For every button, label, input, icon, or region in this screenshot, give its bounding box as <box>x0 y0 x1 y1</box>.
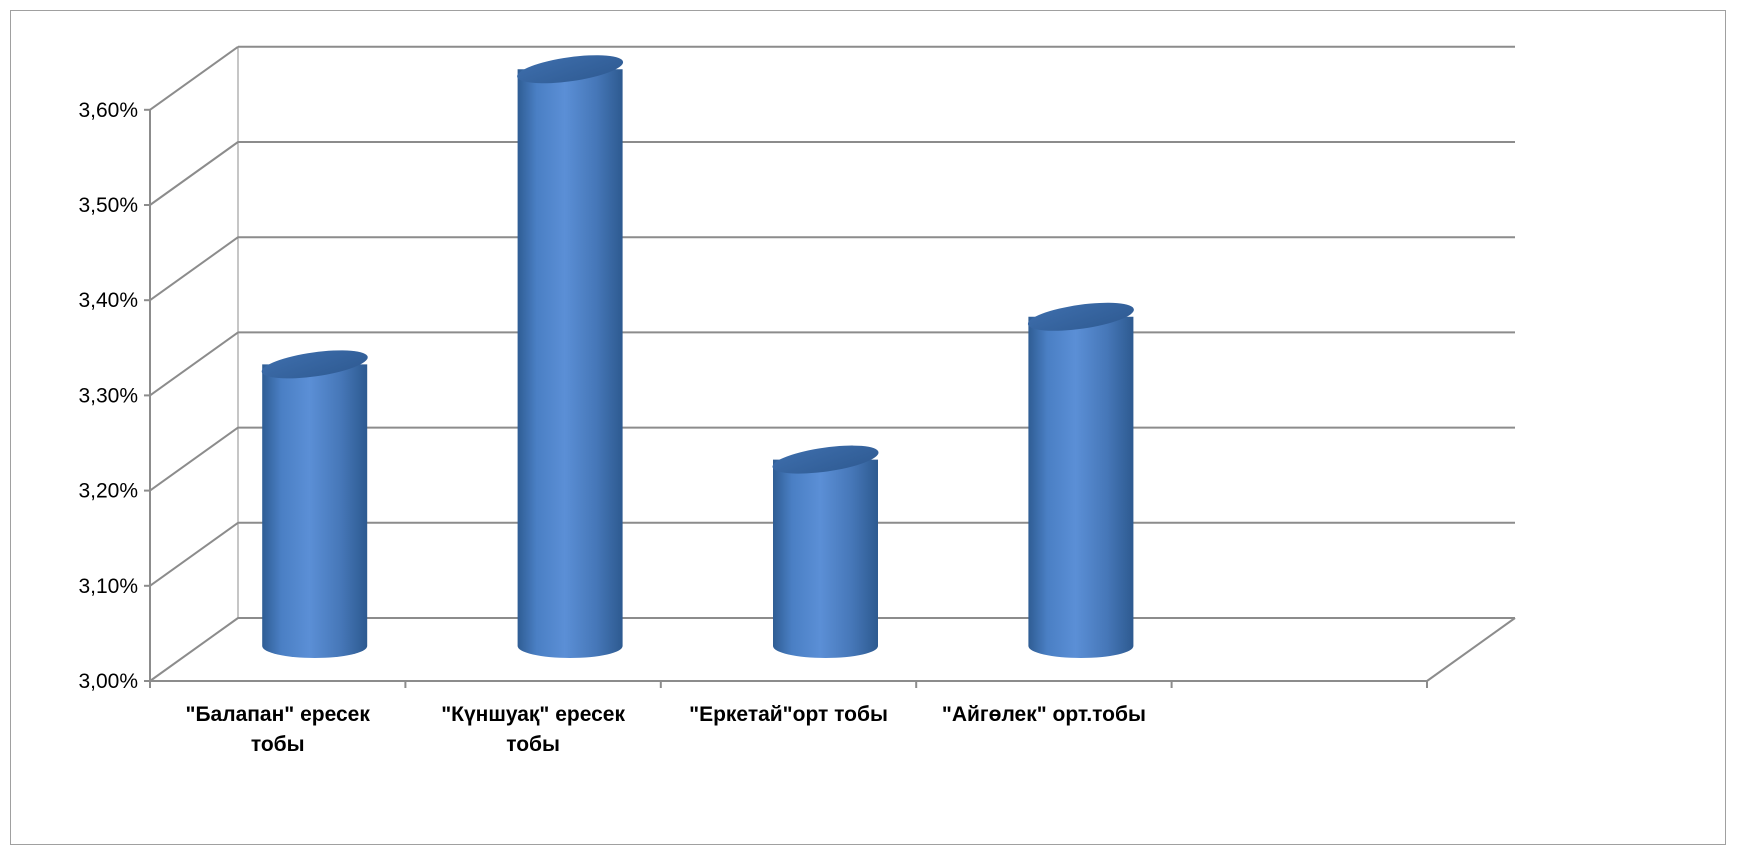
bar-cylinder <box>517 55 624 658</box>
bar-top <box>261 350 368 379</box>
category-label: "Айгөлек" орт.тобы <box>942 703 1146 726</box>
y-tick-label: 3,20% <box>78 480 138 503</box>
bar-body <box>517 69 623 658</box>
axes <box>144 46 1428 688</box>
bar-top <box>1027 302 1134 331</box>
bars <box>261 55 1134 658</box>
category-label: тобы <box>251 733 305 756</box>
bar-top <box>517 55 624 84</box>
bar-top <box>772 445 879 474</box>
bar-cylinder <box>261 350 368 658</box>
bar-cylinder <box>1027 302 1134 658</box>
category-label: "Күншуақ" ересек <box>441 703 625 726</box>
y-tick-label: 3,10% <box>78 575 138 598</box>
bar-cylinder <box>772 445 879 658</box>
gridline-side <box>149 617 239 682</box>
gridline-side <box>149 426 239 492</box>
floor-edge <box>1426 617 1516 682</box>
gridlines <box>149 45 1516 682</box>
bar-body <box>262 364 368 658</box>
gridline-side <box>149 236 239 302</box>
y-tick-label: 3,40% <box>78 289 138 312</box>
gridline-side <box>149 45 239 111</box>
bar-body <box>773 459 878 658</box>
gridline-side <box>149 141 239 206</box>
y-tick-label: 3,50% <box>78 194 138 217</box>
category-label: тобы <box>506 733 560 756</box>
y-tick-label: 3,00% <box>78 670 138 693</box>
y-tick-label: 3,60% <box>78 99 138 122</box>
category-label: "Еркетай"орт тобы <box>689 703 888 726</box>
y-tick-label: 3,30% <box>78 384 138 407</box>
bar-body <box>1028 316 1134 658</box>
labels: 3,00% 3,10% 3,20% 3,30% 3,40% 3,50% 3,60% "Бала… <box>78 99 1145 756</box>
gridline-side <box>149 521 239 587</box>
gridline-side <box>149 331 239 397</box>
category-label: "Балапан" ересек <box>186 703 371 726</box>
